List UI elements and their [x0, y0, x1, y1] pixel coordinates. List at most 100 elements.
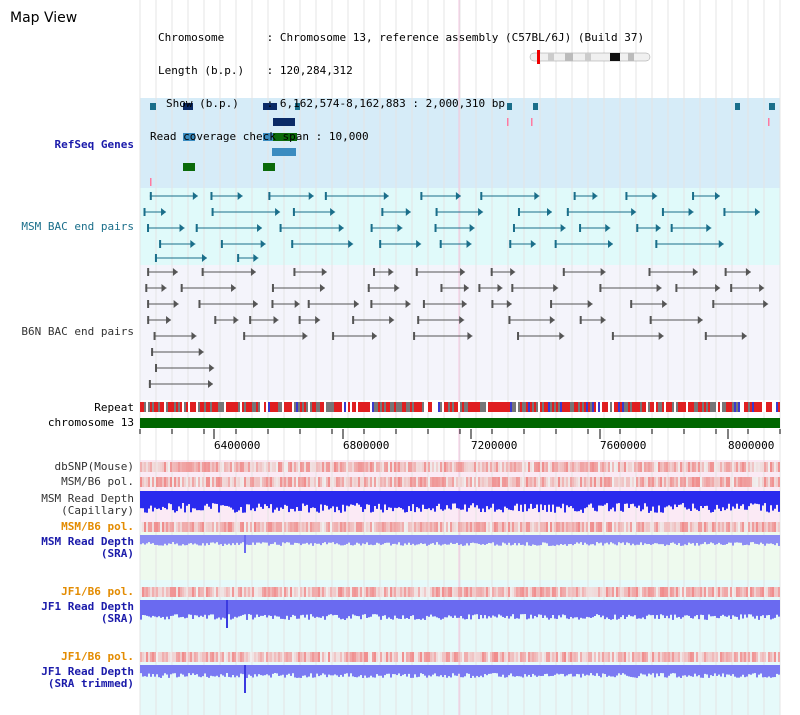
msm-depth-cap-bar [466, 491, 468, 512]
jf1-depth-sra-bar [144, 600, 146, 616]
jf1-b6-pol-2-heat [150, 652, 152, 662]
jf1-b6-pol-2-heat [646, 652, 648, 662]
msm-depth-cap-bar [154, 491, 156, 508]
msm-b6-pol-heat [562, 477, 564, 487]
msm-b6-pol-heat [230, 477, 232, 487]
msm-depth-sra-bar [544, 535, 546, 543]
jf1-depth-sra-bar [486, 600, 488, 619]
jf1-b6-pol-heat [642, 587, 644, 597]
dbsnp-heat [570, 462, 572, 472]
jf1-b6-pol-heat [638, 587, 640, 597]
msm-b6-pol-heat [462, 477, 464, 487]
dbsnp-heat [280, 462, 282, 472]
repeat-segment [182, 402, 184, 412]
msm-b6-pol-2-heat [360, 522, 362, 532]
dbsnp-heat [316, 462, 318, 472]
jf1-b6-pol-2-heat [694, 652, 696, 662]
repeat-segment [398, 402, 400, 412]
jf1-depth-sra-bar [222, 600, 224, 618]
msm-b6-pol-2-heat [266, 522, 268, 532]
jf1-b6-pol-heat [706, 587, 708, 597]
dbsnp-heat [484, 462, 486, 472]
msm-b6-pol-heat [660, 477, 662, 487]
jf1-depth-trim-bar [608, 665, 610, 676]
repeat-segment [222, 402, 224, 412]
jf1-b6-pol-heat [462, 587, 464, 597]
repeat-segment [190, 402, 192, 412]
jf1-b6-pol-2-heat [322, 652, 324, 662]
jf1-b6-pol-2-heat [282, 652, 284, 662]
msm-depth-cap-bar [668, 491, 670, 506]
jf1-b6-pol-2-heat [730, 652, 732, 662]
jf1-b6-pol-2-heat [486, 652, 488, 662]
msm-depth-sra-bar [150, 535, 152, 544]
dbsnp-heat [292, 462, 294, 472]
msm-b6-pol-2-heat [362, 522, 364, 532]
b6n-bac-pair-end [153, 332, 156, 340]
msm-b6-pol-heat [162, 477, 164, 487]
msm-depth-sra-bar [452, 535, 454, 544]
b6n-bac-pair-end [271, 284, 274, 292]
jf1-b6-pol-2-heat [682, 652, 684, 662]
msm-b6-pol-2-heat [734, 522, 736, 532]
msm-b6-pol-heat [704, 477, 706, 487]
jf1-b6-pol-heat [242, 587, 244, 597]
jf1-b6-pol-2-heat [450, 652, 452, 662]
b6n-bac-pair-end [147, 268, 150, 276]
jf1-depth-sra-bar [684, 600, 686, 616]
jf1-b6-pol-2-heat [274, 652, 276, 662]
track-label-msm-b6-pol: MSM/B6 pol. [61, 475, 134, 488]
msm-depth-sra-bar [484, 535, 486, 545]
jf1-depth-sra-bar [666, 600, 668, 616]
jf1-b6-pol-heat [206, 587, 208, 597]
dbsnp-heat [540, 462, 542, 472]
jf1-b6-pol-2-heat [232, 652, 234, 662]
msm-b6-pol-2-heat [756, 522, 758, 532]
repeat-segment [330, 402, 332, 412]
repeat-segment [322, 402, 324, 412]
jf1-b6-pol-heat [546, 587, 548, 597]
b6n-bac-pair-end [440, 284, 443, 292]
jf1-b6-pol-heat [426, 587, 428, 597]
msm-bac-pair-end [291, 240, 294, 248]
dbsnp-heat [378, 462, 380, 472]
msm-b6-pol-heat [198, 477, 200, 487]
jf1-b6-pol-heat [368, 587, 370, 597]
jf1-b6-pol-2-heat [578, 652, 580, 662]
msm-depth-sra-bar [464, 535, 466, 546]
jf1-depth-trim-bar [374, 665, 376, 678]
msm-depth-cap-bar [162, 491, 164, 507]
msm-depth-sra-bar [738, 535, 740, 543]
jf1-depth-sra-bar [320, 600, 322, 618]
jf1-depth-trim-bar [322, 665, 324, 674]
repeat-segment [674, 402, 676, 412]
jf1-depth-trim-bar [528, 665, 530, 675]
msm-b6-pol-2-heat [480, 522, 482, 532]
msm-depth-cap-bar [316, 491, 318, 512]
jf1-b6-pol-heat [578, 587, 580, 597]
jf1-b6-pol-heat [410, 587, 412, 597]
jf1-depth-trim-bar [222, 665, 224, 676]
jf1-b6-pol-2-heat [636, 652, 638, 662]
jf1-b6-pol-2-heat [760, 652, 762, 662]
snp-tick [531, 118, 533, 126]
repeat-segment [314, 402, 316, 412]
dbsnp-heat [562, 462, 564, 472]
msm-b6-pol-2-heat [236, 522, 238, 532]
msm-depth-cap-bar [304, 491, 306, 506]
jf1-b6-pol-heat [372, 587, 374, 597]
gene-feature [735, 103, 740, 110]
jf1-depth-sra-bar [216, 600, 218, 619]
jf1-depth-sra-bar [238, 600, 240, 617]
dbsnp-heat [648, 462, 650, 472]
msm-depth-sra-bar [766, 535, 768, 544]
msm-b6-pol-2-heat [232, 522, 234, 532]
repeat-segment [734, 402, 736, 412]
repeat-segment [506, 402, 508, 412]
repeat-segment [282, 402, 284, 412]
jf1-depth-trim-bar [568, 665, 570, 675]
repeat-segment [174, 402, 176, 412]
msm-b6-pol-heat [702, 477, 704, 487]
msm-b6-pol-heat [482, 477, 484, 487]
jf1-depth-trim-bar [326, 665, 328, 678]
